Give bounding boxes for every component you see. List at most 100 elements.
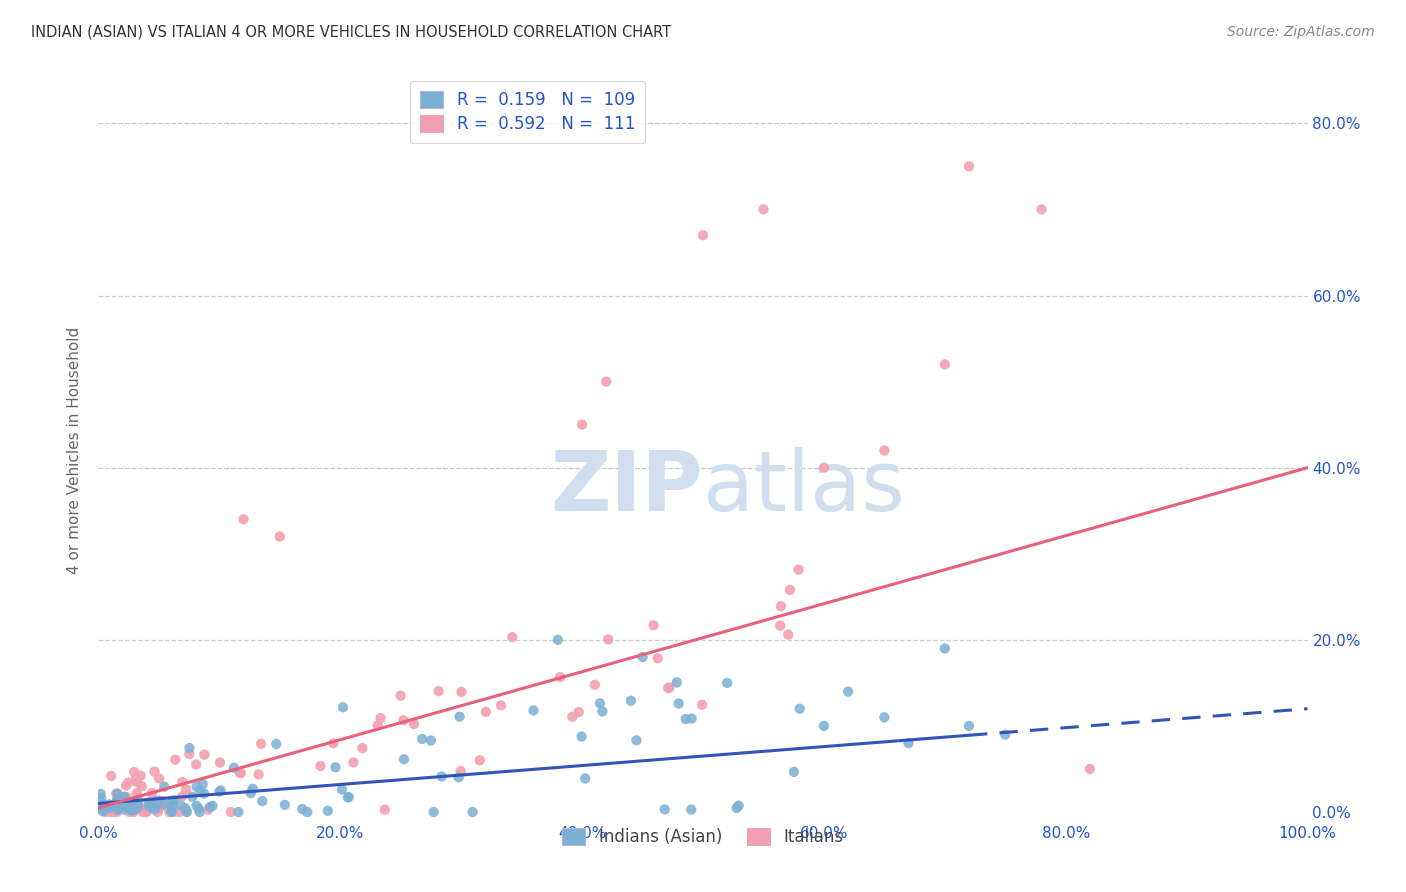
Point xyxy=(90,799,112,814)
Point xyxy=(197,803,219,817)
Point xyxy=(108,801,131,815)
Point xyxy=(153,780,176,794)
Point xyxy=(91,797,114,812)
Point xyxy=(188,783,211,797)
Point xyxy=(160,805,183,819)
Text: atlas: atlas xyxy=(703,447,904,528)
Point xyxy=(447,770,470,784)
Point xyxy=(118,797,141,812)
Point xyxy=(591,705,613,719)
Point xyxy=(620,694,643,708)
Point xyxy=(934,357,956,371)
Point xyxy=(172,789,194,804)
Y-axis label: 4 or more Vehicles in Household: 4 or more Vehicles in Household xyxy=(67,326,83,574)
Point xyxy=(725,801,748,815)
Point xyxy=(163,793,186,807)
Point xyxy=(135,805,157,819)
Point xyxy=(105,805,128,819)
Point xyxy=(121,797,143,812)
Point xyxy=(162,794,184,808)
Point xyxy=(127,796,149,810)
Point xyxy=(107,792,129,806)
Point xyxy=(419,733,441,747)
Point xyxy=(461,805,484,819)
Point xyxy=(105,791,128,805)
Point xyxy=(957,160,980,174)
Point xyxy=(370,711,392,725)
Point xyxy=(309,759,332,773)
Point xyxy=(631,650,654,665)
Point xyxy=(122,764,145,779)
Point xyxy=(172,775,194,789)
Point xyxy=(162,799,184,814)
Point xyxy=(98,802,121,816)
Point xyxy=(789,702,811,716)
Point xyxy=(675,712,697,726)
Point xyxy=(98,797,121,812)
Point xyxy=(783,764,806,779)
Legend: Indians (Asian), Italians: Indians (Asian), Italians xyxy=(555,822,851,853)
Point xyxy=(752,202,775,217)
Text: ZIP: ZIP xyxy=(551,447,703,528)
Point xyxy=(193,787,215,801)
Point xyxy=(118,805,141,819)
Point xyxy=(118,798,141,813)
Point xyxy=(132,802,155,816)
Point xyxy=(692,228,714,243)
Point xyxy=(188,805,211,819)
Point xyxy=(352,741,374,756)
Point xyxy=(160,804,183,818)
Point xyxy=(813,719,835,733)
Point xyxy=(252,794,274,808)
Point xyxy=(143,764,166,779)
Point xyxy=(450,685,472,699)
Point xyxy=(127,797,149,811)
Point xyxy=(571,730,593,744)
Point xyxy=(411,731,433,746)
Point xyxy=(148,802,170,816)
Point xyxy=(367,718,389,732)
Point xyxy=(124,772,146,787)
Point xyxy=(117,794,139,808)
Point xyxy=(108,793,131,807)
Point xyxy=(184,757,207,772)
Point xyxy=(90,787,112,801)
Point xyxy=(176,805,198,819)
Point xyxy=(132,805,155,819)
Point xyxy=(681,803,703,817)
Text: INDIAN (ASIAN) VS ITALIAN 4 OR MORE VEHICLES IN HOUSEHOLD CORRELATION CHART: INDIAN (ASIAN) VS ITALIAN 4 OR MORE VEHI… xyxy=(31,25,671,40)
Point xyxy=(122,803,145,817)
Point xyxy=(142,802,165,816)
Point xyxy=(174,801,197,815)
Point xyxy=(153,797,176,812)
Point xyxy=(316,804,339,818)
Point xyxy=(135,805,157,819)
Point xyxy=(179,747,201,761)
Point xyxy=(181,789,204,804)
Point xyxy=(1078,762,1101,776)
Point xyxy=(647,651,669,665)
Point xyxy=(643,618,665,632)
Point xyxy=(501,630,523,644)
Point xyxy=(142,798,165,813)
Point xyxy=(561,709,583,723)
Point xyxy=(589,696,612,710)
Point xyxy=(100,805,122,819)
Point xyxy=(165,753,187,767)
Point xyxy=(198,800,221,814)
Point xyxy=(336,790,359,805)
Point xyxy=(813,460,835,475)
Point xyxy=(94,799,117,814)
Point xyxy=(897,736,920,750)
Point xyxy=(127,775,149,789)
Point xyxy=(120,798,142,813)
Point xyxy=(583,678,606,692)
Point xyxy=(105,794,128,808)
Point xyxy=(229,766,252,780)
Point xyxy=(186,798,208,813)
Point xyxy=(450,764,472,778)
Point xyxy=(127,801,149,815)
Point xyxy=(468,753,491,767)
Point xyxy=(94,805,117,819)
Point xyxy=(98,801,121,815)
